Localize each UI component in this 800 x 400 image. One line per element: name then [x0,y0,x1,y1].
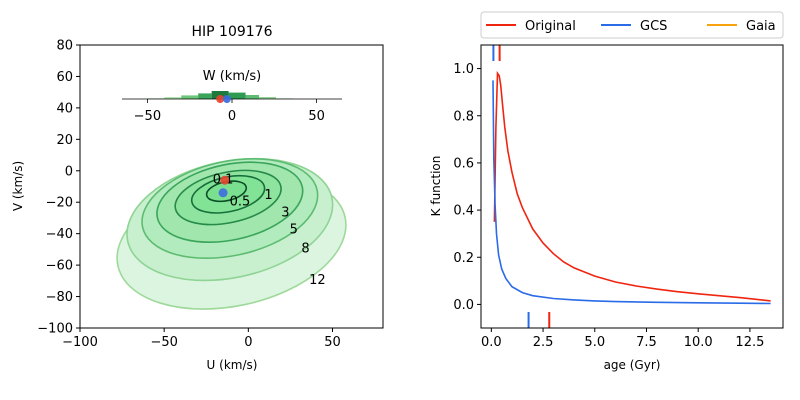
inset-tick-label: 50 [308,109,325,124]
y-tick-label: 80 [56,39,73,54]
k-x-ticks: 0.0 2.5 5.0 7.5 10.0 12.5 [481,328,764,350]
x-tick-label: 10.0 [684,335,713,350]
inset-title: W (km/s) [203,69,261,84]
k-axes-frame [480,44,784,329]
x-tick-label: 0.0 [481,335,502,350]
y-tick-label: 0.6 [453,156,474,171]
series-line-original [493,70,771,302]
y-tick-label: −60 [46,259,73,274]
contour-label: 1 [264,188,272,203]
y-tick-label: 0.2 [453,251,474,266]
y-tick-label: 60 [56,70,73,85]
legend-label-gcs: GCS [640,19,667,34]
k-y-ticks: 0.0 0.2 0.4 0.6 0.8 1.0 [453,62,481,313]
point-original [220,175,230,185]
inset-bar [228,92,246,99]
legend-label-original: Original [525,19,576,34]
legend: Original GCS Gaia [480,11,784,39]
inset-bar [198,93,212,99]
y-tick-label: 40 [56,101,73,116]
legend-label-gaia: Gaia [746,19,776,34]
x-tick-label: −50 [150,335,177,350]
k-panel: 0.0 2.5 5.0 7.5 10.0 12.5 0.00.20.40.60.81.0 … [429,11,784,372]
uv-x-label: U (km/s) [207,358,258,372]
x-tick-label: −100 [62,335,98,350]
x-tick-label: 7.5 [636,335,657,350]
inset-tick-label: 0 [228,109,236,124]
inset-bar [164,97,182,99]
legend-box [480,11,784,39]
x-tick-label: 5.0 [584,335,605,350]
y-tick-label: 0.4 [453,204,474,219]
x-tick-label: 50 [324,335,341,350]
uv-axes-frame [79,44,384,329]
k-series-lines [492,70,771,305]
contour-label: 5 [290,223,298,238]
contour-label: 8 [301,242,309,257]
uv-points [218,175,230,198]
contour-label: 12 [309,273,326,288]
inset-bar [259,97,276,99]
contour-label: 3 [281,205,289,220]
y-tick-label: 1.0 [453,62,474,77]
k-x-label: age (Gyr) [604,358,661,372]
y-tick-label: −80 [46,290,73,305]
inset-marker-gcs [222,95,231,103]
x-tick-label: 2.5 [533,335,554,350]
point-gcs [218,188,228,198]
y-tick-label: −20 [46,196,73,211]
y-tick-label: 0.8 [453,109,474,124]
y-tick-label: −40 [46,227,73,242]
y-tick-label: 20 [56,133,73,148]
series-line-gcs [492,80,771,305]
x-tick-label: 0 [244,335,252,350]
w-histogram-inset: W (km/s) −50 0 50 [122,69,342,124]
contour-label: 0.5 [230,194,251,209]
k-age-markers [492,45,551,328]
k-y-label: K function [429,156,443,217]
inset-bar [181,95,199,99]
x-tick-label: 12.5 [735,335,764,350]
uv-y-label: V (km/s) [11,161,25,211]
inset-bar [245,95,260,99]
inset-tick-label: −50 [134,109,161,124]
uv-y-ticks: −100 −80 −60 −40 −20 0 20 40 60 80 [37,39,80,337]
uv-x-ticks: −100 −50 0 50 [62,328,341,350]
uv-title: HIP 109176 [192,24,273,40]
inset-marker-original [216,95,225,103]
y-tick-label: 0 [65,164,73,179]
y-tick-label: −100 [37,322,73,337]
y-tick-label: 0.0 [453,298,474,313]
